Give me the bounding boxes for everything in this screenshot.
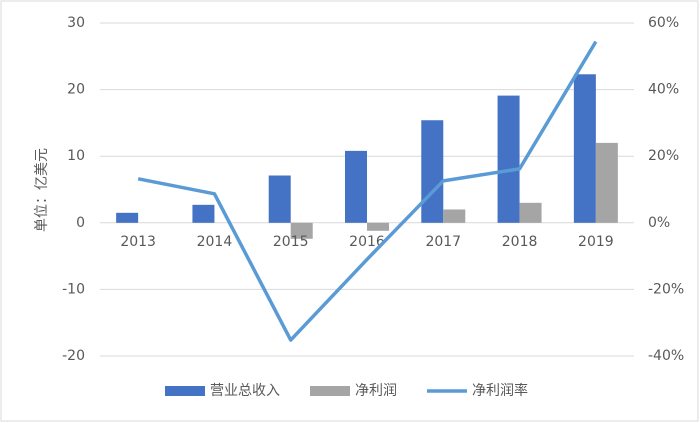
legend-label: 净利润 xyxy=(355,383,397,399)
y-tick-label: -10 xyxy=(62,281,85,297)
bar xyxy=(595,142,618,223)
y-axis-label: 单位：亿美元 xyxy=(34,148,50,232)
bar xyxy=(367,222,389,231)
legend-swatch xyxy=(310,386,350,396)
x-tick-label: 2015 xyxy=(273,234,309,250)
y2-tick-label: -20% xyxy=(648,281,684,297)
y-tick-label: -20 xyxy=(62,348,85,364)
y2-tick-label: 40% xyxy=(648,82,679,98)
line xyxy=(137,40,598,342)
y2-tick-label: 20% xyxy=(648,148,679,164)
y-tick-label: 30 xyxy=(67,15,85,31)
bar xyxy=(268,175,291,223)
bar xyxy=(573,74,596,223)
bar xyxy=(443,209,466,223)
y-tick-label: 20 xyxy=(67,82,85,98)
y2-tick-label: -40% xyxy=(648,348,684,364)
bar xyxy=(497,95,520,223)
x-tick-label: 2018 xyxy=(502,234,538,250)
x-tick-label: 2019 xyxy=(578,234,614,250)
x-tick-label: 2013 xyxy=(120,234,156,250)
legend-label: 营业总收入 xyxy=(210,383,280,399)
legend-swatch xyxy=(165,386,205,396)
legend-label: 净利润率 xyxy=(472,382,528,399)
bar xyxy=(519,202,542,223)
x-tick-label: 2014 xyxy=(197,234,233,250)
y2-tick-label: 0% xyxy=(648,215,670,231)
x-tick-label: 2016 xyxy=(349,234,385,250)
bar xyxy=(290,222,313,239)
y2-tick-label: 60% xyxy=(648,15,679,31)
x-tick-label: 2017 xyxy=(425,234,461,250)
y-tick-label: 0 xyxy=(76,215,85,231)
bar xyxy=(345,150,367,223)
bar xyxy=(192,204,215,223)
bar xyxy=(421,120,444,223)
y-tick-label: 10 xyxy=(67,148,85,164)
bar xyxy=(116,212,139,223)
